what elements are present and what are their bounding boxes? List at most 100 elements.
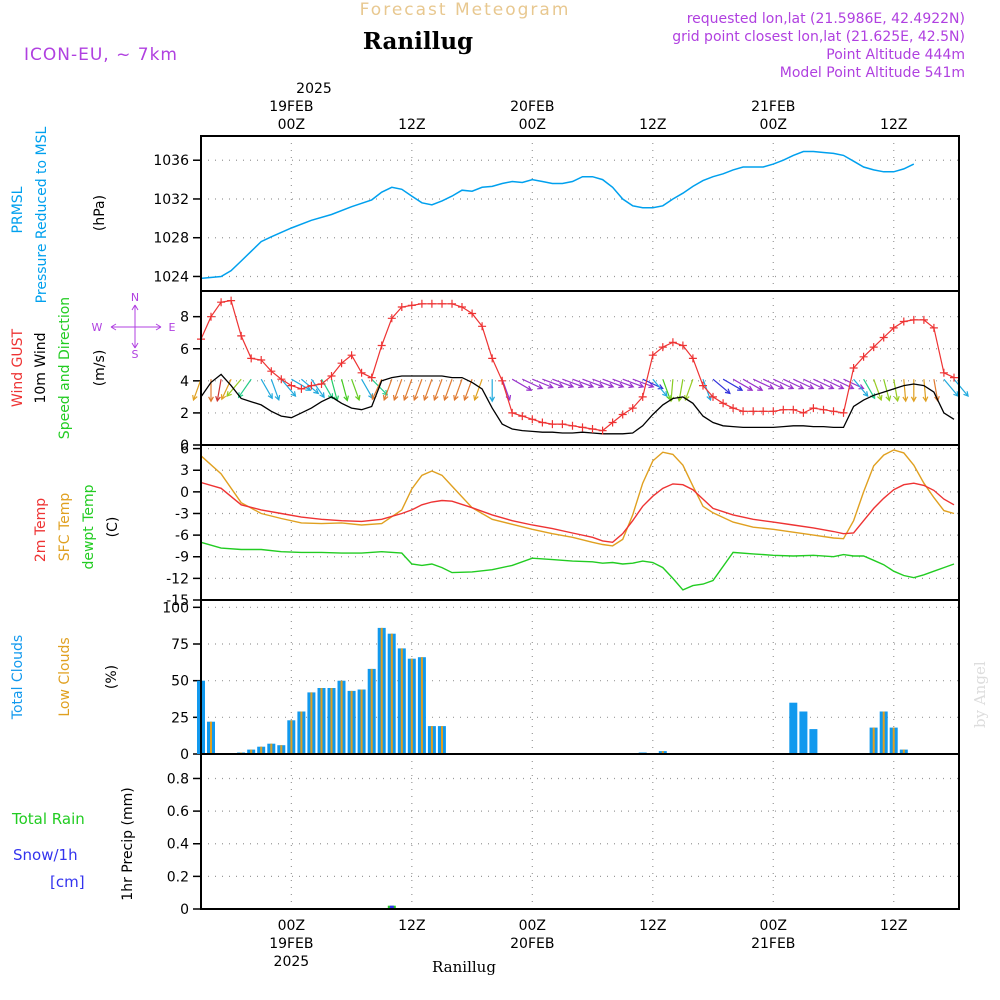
y-axis-labels: PRMSL Pressure Reduced to MSL (hPa) Wind GU… xyxy=(10,126,136,900)
model-altitude: Model Point Altitude 541m xyxy=(780,65,965,81)
cloud-ytick-label: 100 xyxy=(162,600,189,616)
wind-arrow xyxy=(823,378,844,390)
temp-ytick-label: -15 xyxy=(166,593,189,609)
cloud-ytick-label: 75 xyxy=(171,637,189,653)
snow-label: Snow/1h xyxy=(13,846,78,864)
wind-gust-point xyxy=(337,359,346,368)
dewpt-label: dewpt Temp xyxy=(81,484,97,569)
wind-arrow xyxy=(662,378,671,401)
wind-arrow-head xyxy=(657,384,664,390)
wind-gust-point xyxy=(719,399,728,408)
wind-gust-point xyxy=(859,352,868,361)
wind-arrow-head xyxy=(267,393,273,400)
low-cloud-bar xyxy=(902,749,905,754)
wind-arrow-head xyxy=(885,395,892,402)
wind-gust-point xyxy=(799,408,808,417)
wind-arrow xyxy=(280,378,296,397)
top-hour-label: 12Z xyxy=(880,117,907,133)
bottom-hour-label: 00Z xyxy=(519,918,546,934)
wind-arrow xyxy=(684,378,694,401)
wind-arrow-head xyxy=(922,396,929,403)
wind-arrow-head xyxy=(558,382,565,389)
precip-unit: 1hr Precip (mm) xyxy=(120,787,136,900)
cloud-unit: (%) xyxy=(104,665,120,689)
wind-gust-point xyxy=(688,354,697,363)
wind-arrow xyxy=(341,379,348,401)
wind-gust-point xyxy=(769,407,778,416)
wind-gust-point xyxy=(518,412,527,421)
wind-arrow-head xyxy=(893,396,900,403)
wind-arrow xyxy=(622,378,644,388)
wind-gust-point xyxy=(749,407,758,416)
wind-gust-point xyxy=(277,375,286,384)
temp-ytick-label: -12 xyxy=(166,571,189,587)
requested-coords: requested lon,lat (21.5986E, 42.4922N) xyxy=(687,11,965,27)
wind-gust-point xyxy=(638,392,647,401)
wind-arrow-head xyxy=(547,383,554,389)
wind-arrow-head xyxy=(489,396,496,403)
wind-arrow-head xyxy=(628,382,635,389)
wind-arrow xyxy=(310,378,325,398)
total-cloud-bar xyxy=(789,702,798,754)
wind-arrow-head xyxy=(305,385,312,391)
pressure-ytick-label: 1024 xyxy=(153,269,189,285)
pressure-ytick-label: 1036 xyxy=(153,153,189,169)
wind-arrow-head xyxy=(215,396,221,403)
wind-arrow xyxy=(893,379,899,402)
wind-arrow-head xyxy=(537,384,544,390)
wind-arrow xyxy=(572,378,594,388)
wind-arrow-head xyxy=(757,385,764,391)
wind-arrow xyxy=(943,378,959,397)
wind-gust-point xyxy=(357,368,366,377)
low-cloud-bar xyxy=(400,648,403,754)
wind-arrow-head xyxy=(598,382,605,389)
total-cloud-bar xyxy=(809,729,818,754)
temp-ytick-label: -6 xyxy=(175,528,189,544)
low-cloud-bar xyxy=(210,721,212,754)
wind-gust-point xyxy=(498,376,507,385)
wind-arrow xyxy=(403,378,413,401)
wind-arrow-head xyxy=(838,384,845,390)
precip-ytick-label: 0 xyxy=(180,902,189,918)
wind-panel: 0 2 4 6 8 N S W E xyxy=(92,291,969,454)
wind-arrow-head xyxy=(413,394,419,402)
wind-arrow xyxy=(260,378,273,399)
wind-arrow-head xyxy=(237,392,244,399)
wind-gust-point xyxy=(950,373,958,382)
location-title: Ranillug xyxy=(363,28,473,55)
top-hour-label: 00Z xyxy=(278,117,305,133)
wind-arrow-head xyxy=(877,394,883,402)
wind-speed-dir-label: Speed and Direction xyxy=(57,297,73,439)
wind-arrow xyxy=(562,378,584,388)
t2m-line xyxy=(200,481,955,544)
wind-gust-point xyxy=(819,405,828,414)
wind-arrow xyxy=(532,378,553,389)
wind-arrow-head xyxy=(768,384,775,390)
low-cloud-bar xyxy=(360,689,363,754)
wind-arrow-head xyxy=(724,388,731,395)
wind-arrow-head xyxy=(473,394,479,402)
wind-gust-point xyxy=(628,404,637,413)
wind-gust-point xyxy=(458,303,466,311)
credit-watermark: by Angel xyxy=(971,661,989,728)
sfc-temp-label: SFC Temp xyxy=(57,493,73,562)
wind-arrow-head xyxy=(382,389,389,396)
wind-gust-point xyxy=(367,373,376,382)
pressure-line xyxy=(200,150,915,280)
low-cloud-bar xyxy=(330,688,333,754)
wind-gust-point xyxy=(929,323,938,332)
wind-arrow-head xyxy=(443,394,449,402)
wind-arrow xyxy=(793,378,814,390)
wind-gust-point xyxy=(939,368,948,377)
dewpt-line xyxy=(200,541,955,591)
bottom-date-label: 21FEB xyxy=(751,936,795,952)
wind-arrow xyxy=(722,378,743,391)
wind-arrow-head xyxy=(737,385,744,391)
wind-arrow xyxy=(833,378,854,390)
wind-gust-point xyxy=(217,298,226,307)
top-hour-label: 12Z xyxy=(398,117,425,133)
cloud-ytick-label: 25 xyxy=(171,710,189,726)
compass-vertical-arrow xyxy=(131,304,139,349)
temp-ytick-label: 0 xyxy=(180,485,189,501)
wind-arrow xyxy=(371,378,383,400)
